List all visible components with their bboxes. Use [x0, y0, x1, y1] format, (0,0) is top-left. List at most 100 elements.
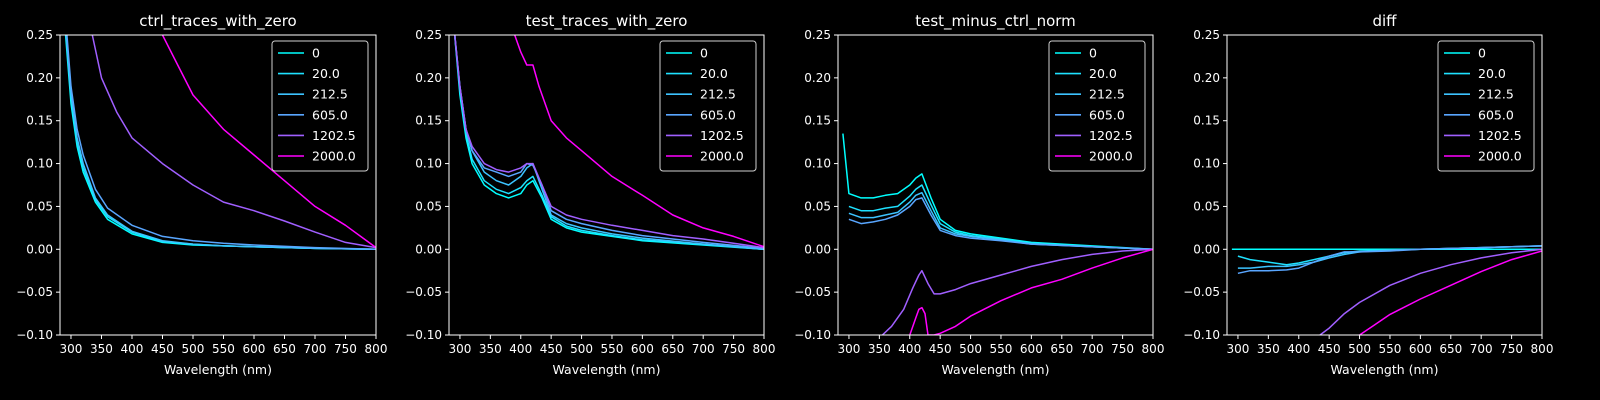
y-tick-label: −0.10 — [1183, 328, 1220, 342]
y-tick-label: 0.15 — [415, 114, 442, 128]
legend-label: 20.0 — [1478, 66, 1506, 81]
legend-label: 212.5 — [1478, 87, 1514, 102]
x-tick-label: 300 — [837, 342, 860, 356]
x-tick-label: 550 — [212, 342, 235, 356]
series-line-5 — [1359, 250, 1542, 335]
legend: 0 20.0 212.5 605.0 1202.5 2000.0 — [271, 40, 369, 172]
x-tick-label: 350 — [868, 342, 891, 356]
x-tick-label: 350 — [1257, 342, 1280, 356]
series-line-1 — [453, 35, 764, 251]
legend: 0 20.0 212.5 605.0 1202.5 2000.0 — [1048, 40, 1146, 172]
x-tick-label: 750 — [334, 342, 357, 356]
x-axis-label: Wavelength (nm) — [164, 362, 272, 377]
series-line-1 — [848, 184, 1153, 251]
x-tick-label: 700 — [692, 342, 715, 356]
plot-frame — [1226, 34, 1543, 336]
y-tick-label: 0.15 — [804, 114, 831, 128]
chart-title: test_traces_with_zero — [526, 12, 688, 31]
legend-label: 0 — [700, 46, 708, 61]
x-tick-label: 550 — [1379, 342, 1402, 356]
chart-panel-2: test_minus_ctrl_norm 300 350 400 450 500 550 60… — [794, 12, 1164, 377]
x-tick-label: 700 — [1081, 342, 1104, 356]
x-tick-label: 650 — [1439, 342, 1462, 356]
x-tick-label: 400 — [1287, 342, 1310, 356]
y-tick-label: 0.15 — [26, 114, 53, 128]
y-tick-label: 0.25 — [804, 28, 831, 42]
x-tick-label: 450 — [151, 342, 174, 356]
y-tick-label: 0.15 — [1193, 114, 1220, 128]
legend-label: 2000.0 — [700, 149, 744, 164]
x-tick-label: 450 — [929, 342, 952, 356]
y-tick-label: −0.05 — [794, 285, 831, 299]
x-tick-label: 600 — [243, 342, 266, 356]
y-tick-label: 0.20 — [26, 71, 53, 85]
x-tick-label: 450 — [1318, 342, 1341, 356]
x-tick-label: 700 — [1470, 342, 1493, 356]
plot-frame — [59, 34, 377, 336]
legend: 0 20.0 212.5 605.0 1202.5 2000.0 — [1437, 40, 1535, 172]
chart-panel-1: test_traces_with_zero 300 350 400 450 500 550 6… — [405, 12, 775, 377]
y-tick-label: −0.05 — [405, 285, 442, 299]
legend-label: 605.0 — [700, 107, 736, 122]
y-tick-label: 0.10 — [415, 157, 442, 171]
legend-label: 1202.5 — [1478, 128, 1522, 143]
x-tick-label: 750 — [1500, 342, 1523, 356]
x-tick-label: 350 — [479, 342, 502, 356]
x-tick-label: 400 — [509, 342, 532, 356]
series-group — [453, 35, 764, 251]
x-tick-label: 550 — [990, 342, 1013, 356]
series-line-0 — [453, 35, 764, 251]
x-axis-label: Wavelength (nm) — [553, 362, 661, 377]
legend-label: 0 — [1478, 46, 1486, 61]
y-tick-label: 0.25 — [26, 28, 53, 42]
legend-label: 0 — [1089, 46, 1097, 61]
y-tick-label: 0.05 — [1193, 199, 1220, 213]
y-tick-label: 0.20 — [804, 71, 831, 85]
series-line-5 — [513, 35, 764, 248]
series-line-5 — [161, 35, 376, 249]
legend-label: 605.0 — [1089, 107, 1125, 122]
chart-panel-3: diff 300 350 400 450 500 550 600 650 700 750 800 −0.… — [1183, 12, 1553, 377]
y-tick-label: 0.25 — [1193, 28, 1220, 42]
x-tick-label: 300 — [1226, 342, 1249, 356]
plot-frame — [448, 34, 765, 336]
legend-label: 2000.0 — [1089, 149, 1133, 164]
legend-label: 212.5 — [700, 87, 736, 102]
x-tick-label: 650 — [273, 342, 296, 356]
x-axis-label: Wavelength (nm) — [1331, 362, 1439, 377]
series-line-3 — [848, 197, 1153, 251]
x-tick-label: 500 — [959, 342, 982, 356]
x-axis-label: Wavelength (nm) — [942, 362, 1050, 377]
series-line-2 — [65, 35, 376, 251]
y-tick-label: −0.05 — [16, 285, 53, 299]
y-tick-label: 0.10 — [1193, 157, 1220, 171]
legend-label: 1202.5 — [1089, 128, 1133, 143]
x-tick-label: 700 — [304, 342, 327, 356]
y-tick-label: 0.00 — [26, 242, 53, 256]
x-tick-label: 750 — [722, 342, 745, 356]
series-line-3 — [1237, 245, 1542, 275]
x-tick-label: 500 — [570, 342, 593, 356]
legend-label: 212.5 — [312, 87, 348, 102]
x-tick-label: 800 — [365, 342, 388, 356]
legend-label: 212.5 — [1089, 87, 1125, 102]
x-tick-label: 750 — [1111, 342, 1134, 356]
legend-label: 2000.0 — [1478, 149, 1522, 164]
x-tick-label: 400 — [121, 342, 144, 356]
x-tick-label: 650 — [661, 342, 684, 356]
y-tick-label: −0.10 — [794, 328, 831, 342]
series-line-3 — [454, 35, 764, 250]
x-tick-label: 600 — [1409, 342, 1432, 356]
chart-title: diff — [1372, 12, 1397, 30]
x-tick-label: 600 — [631, 342, 654, 356]
x-tick-label: 650 — [1050, 342, 1073, 356]
chart-title: test_minus_ctrl_norm — [915, 12, 1076, 31]
y-tick-label: −0.05 — [1183, 285, 1220, 299]
series-line-3 — [66, 35, 376, 251]
y-tick-label: 0.05 — [415, 199, 442, 213]
legend-label: 0 — [312, 46, 320, 61]
chart-panel-0: ctrl_traces_with_zero 300 350 400 450 500 550 6… — [16, 12, 388, 377]
x-tick-label: 450 — [540, 342, 563, 356]
y-tick-label: 0.20 — [1193, 71, 1220, 85]
